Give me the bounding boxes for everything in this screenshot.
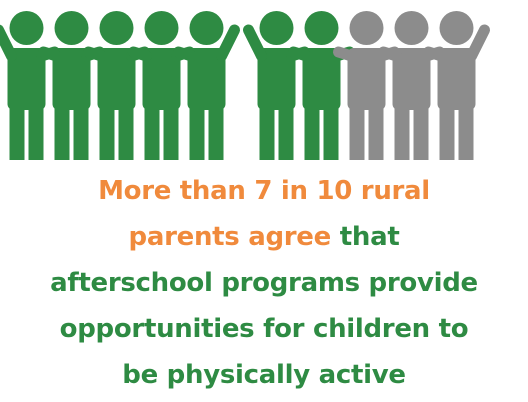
head xyxy=(305,11,339,45)
leg xyxy=(74,104,89,160)
leg xyxy=(279,104,294,160)
head xyxy=(10,11,44,45)
person-figure xyxy=(179,11,235,160)
arm xyxy=(134,52,147,56)
person-figure xyxy=(44,11,100,160)
leg xyxy=(324,104,339,160)
message-text: that xyxy=(340,222,400,252)
message-line: More than 7 in 10 rural xyxy=(0,168,528,214)
arm xyxy=(429,52,442,56)
leg xyxy=(414,104,429,160)
message-line: be physically active xyxy=(0,352,528,398)
head xyxy=(145,11,179,45)
person-figure xyxy=(89,11,145,160)
message: More than 7 in 10 rural parents agree tha… xyxy=(0,168,528,398)
arm xyxy=(472,30,485,56)
leg xyxy=(209,104,224,160)
leg xyxy=(29,104,44,160)
message-text: More than 7 in 10 rural xyxy=(98,176,430,206)
message-text: parents agree xyxy=(129,222,331,252)
arm xyxy=(222,30,235,56)
person-figure xyxy=(339,11,395,160)
arm xyxy=(44,52,57,56)
arm xyxy=(249,30,262,56)
head xyxy=(260,11,294,45)
message-line: parents agree that xyxy=(0,214,528,260)
leg xyxy=(119,104,134,160)
leg xyxy=(55,104,70,160)
message-text: afterschool programs provide xyxy=(50,268,478,298)
infographic: More than 7 in 10 rural parents agree tha… xyxy=(0,0,528,402)
leg xyxy=(164,104,179,160)
message-text: opportunities for children to xyxy=(60,314,469,344)
message-line: opportunities for children to xyxy=(0,306,528,352)
arm xyxy=(179,52,192,56)
leg xyxy=(459,104,474,160)
leg xyxy=(395,104,410,160)
head xyxy=(190,11,224,45)
leg xyxy=(440,104,455,160)
leg xyxy=(369,104,384,160)
person-figure xyxy=(134,11,190,160)
head xyxy=(395,11,429,45)
person-figure xyxy=(384,11,440,160)
leg xyxy=(350,104,365,160)
arm xyxy=(0,30,12,56)
pictograph xyxy=(0,0,528,168)
person-figure xyxy=(294,11,350,160)
person-figure xyxy=(0,11,55,160)
arm xyxy=(294,52,307,56)
message-text: be physically active xyxy=(122,360,405,390)
leg xyxy=(10,104,25,160)
arm xyxy=(339,52,352,56)
leg xyxy=(260,104,275,160)
arm xyxy=(89,52,102,56)
head xyxy=(100,11,134,45)
head xyxy=(350,11,384,45)
head xyxy=(440,11,474,45)
person-figure xyxy=(429,11,485,160)
leg xyxy=(145,104,160,160)
leg xyxy=(305,104,320,160)
leg xyxy=(190,104,205,160)
person-figure xyxy=(249,11,305,160)
arm xyxy=(384,52,397,56)
leg xyxy=(100,104,115,160)
head xyxy=(55,11,89,45)
message-line: afterschool programs provide xyxy=(0,260,528,306)
